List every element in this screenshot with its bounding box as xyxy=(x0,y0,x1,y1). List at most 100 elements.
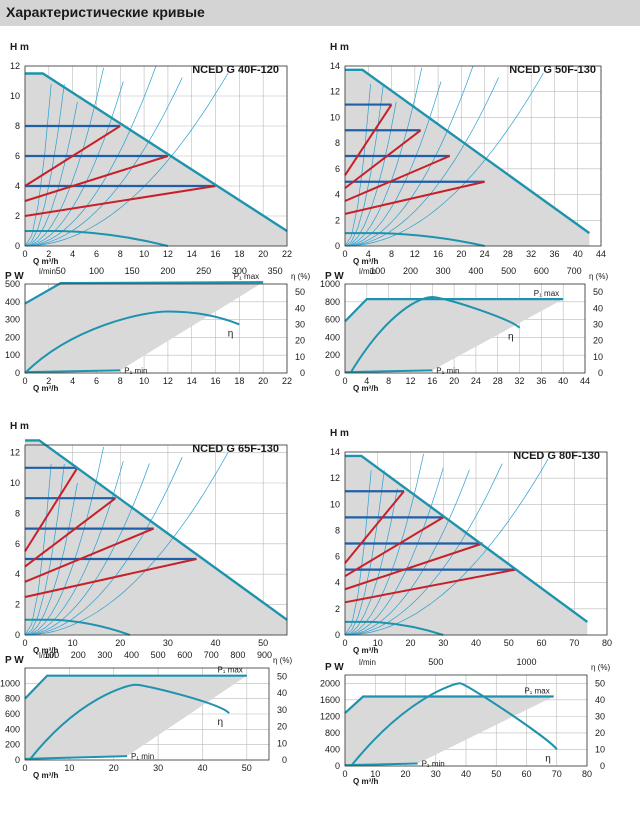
h-chart-frame xyxy=(24,65,288,247)
max-curve xyxy=(345,454,589,623)
h-y-tick-label: 2 xyxy=(335,604,340,614)
eta-label: η xyxy=(545,753,551,764)
lmin-tick-label: 200 xyxy=(403,266,418,276)
eta-tick-label: 40 xyxy=(593,303,603,313)
h-x-tick-label: 18 xyxy=(234,249,244,259)
h-x-tick-label: 40 xyxy=(211,638,221,648)
eta-tick-label: 10 xyxy=(277,738,287,748)
h-x-tick-label: 20 xyxy=(405,638,415,648)
h-x-tick-label: 10 xyxy=(68,638,78,648)
p-x-tick-label: 20 xyxy=(258,376,268,386)
eta-label: η xyxy=(508,332,514,343)
h-x-tick-label: 4 xyxy=(70,249,75,259)
eta-axis-label: η (%) xyxy=(273,656,292,665)
p-x-tick-label: 44 xyxy=(580,376,590,386)
h-x-tick-label: 4 xyxy=(366,249,371,259)
h-x-tick-label: 8 xyxy=(118,249,123,259)
system-curve xyxy=(24,452,229,636)
system-curve xyxy=(24,67,104,247)
proportional-pressure-line xyxy=(344,516,444,578)
system-curve xyxy=(344,463,503,636)
proportional-pressure-line xyxy=(344,568,516,604)
system-curve xyxy=(24,461,124,636)
p-y-tick-label: 800 xyxy=(5,694,20,704)
lmin-tick-label: 700 xyxy=(567,266,582,276)
h-y-tick-label: 8 xyxy=(15,508,20,518)
eta-tick-label: 20 xyxy=(593,336,603,346)
h-axis-label: H m xyxy=(330,428,349,439)
h-y-tick-label: 14 xyxy=(330,447,340,457)
p-y-tick-label: 600 xyxy=(325,315,340,325)
h-chart-frame xyxy=(344,451,608,636)
proportional-pressure-line xyxy=(24,527,155,583)
h-x-tick-label: 50 xyxy=(504,638,514,648)
proportional-pressure-line xyxy=(24,155,169,202)
h-x-tick-label: 20 xyxy=(258,249,268,259)
system-curve xyxy=(24,457,183,636)
proportional-pressure-line xyxy=(24,497,117,568)
h-x-tick-label: 2 xyxy=(46,249,51,259)
max-curve xyxy=(345,68,591,235)
max-curve xyxy=(25,72,288,233)
lmin-tick-label: 500 xyxy=(151,650,166,660)
h-y-tick-label: 12 xyxy=(330,473,340,483)
h-y-tick-label: 6 xyxy=(335,552,340,562)
system-curve xyxy=(344,77,499,247)
h-y-tick-label: 4 xyxy=(335,190,340,200)
max-curve xyxy=(25,439,288,621)
operating-area xyxy=(345,455,588,635)
p-x-tick-label: 10 xyxy=(370,769,380,779)
p-x-tick-label: 36 xyxy=(536,376,546,386)
min-curve xyxy=(345,620,444,636)
h-y-tick-label: 0 xyxy=(335,241,340,251)
proportional-pressure-line xyxy=(344,180,485,215)
lmin-tick-label: 300 xyxy=(232,266,247,276)
h-x-tick-label: 70 xyxy=(569,638,579,648)
proportional-pressure-line xyxy=(24,185,216,217)
h-y-tick-label: 8 xyxy=(15,121,20,131)
h-x-tick-label: 0 xyxy=(22,249,27,259)
p-x-tick-label: 12 xyxy=(405,376,415,386)
p-x-tick-label: 50 xyxy=(491,769,501,779)
p-axis-label: P W xyxy=(5,655,24,666)
h-y-tick-label: 2 xyxy=(15,600,20,610)
h-x-tick-label: 6 xyxy=(94,249,99,259)
eta-tick-label: 30 xyxy=(593,319,603,329)
p1-min-curve xyxy=(24,755,128,760)
system-curve xyxy=(344,101,397,247)
proportional-pressure-line xyxy=(344,155,451,202)
h-y-tick-label: 10 xyxy=(330,499,340,509)
p-x-tick-label: 6 xyxy=(94,376,99,386)
p-x-tick-label: 8 xyxy=(386,376,391,386)
lmin-tick-label: 400 xyxy=(124,650,139,660)
lmin-tick-label: 100 xyxy=(89,266,104,276)
lmin-tick-label: 600 xyxy=(177,650,192,660)
p-y-tick-label: 200 xyxy=(325,350,340,360)
p-y-tick-label: 400 xyxy=(325,744,340,754)
h-chart-frame xyxy=(24,444,288,636)
h-axis-label: H m xyxy=(10,421,29,432)
p-y-tick-label: 100 xyxy=(5,350,20,360)
h-y-tick-label: 4 xyxy=(15,181,20,191)
h-x-tick-label: 50 xyxy=(258,638,268,648)
h-x-tick-label: 40 xyxy=(573,249,583,259)
p-x-tick-label: 50 xyxy=(242,763,252,773)
p-x-tick-label: 8 xyxy=(118,376,123,386)
p1-max-curve xyxy=(24,281,264,305)
h-y-tick-label: 6 xyxy=(335,164,340,174)
lmin-tick-label: 500 xyxy=(501,266,516,276)
system-curve xyxy=(344,67,423,247)
h-x-tick-label: 14 xyxy=(187,249,197,259)
h-y-tick-label: 0 xyxy=(15,630,20,640)
efficiency-curve xyxy=(349,295,521,374)
proportional-pressure-line xyxy=(344,542,483,591)
min-curve xyxy=(345,232,485,247)
system-curve xyxy=(24,463,52,636)
p-x-tick-label: 80 xyxy=(582,769,592,779)
h-x-tick-label: 44 xyxy=(596,249,606,259)
eta-label: η xyxy=(218,717,224,728)
p-y-tick-label: 1000 xyxy=(320,279,340,289)
p-y-tick-label: 400 xyxy=(325,332,340,342)
eta-label: η xyxy=(228,328,234,339)
h-y-tick-label: 4 xyxy=(15,569,20,579)
